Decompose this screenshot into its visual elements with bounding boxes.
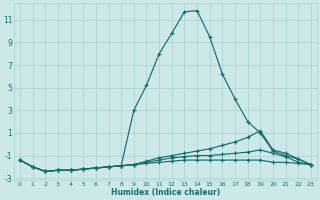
X-axis label: Humidex (Indice chaleur): Humidex (Indice chaleur) xyxy=(111,188,220,197)
